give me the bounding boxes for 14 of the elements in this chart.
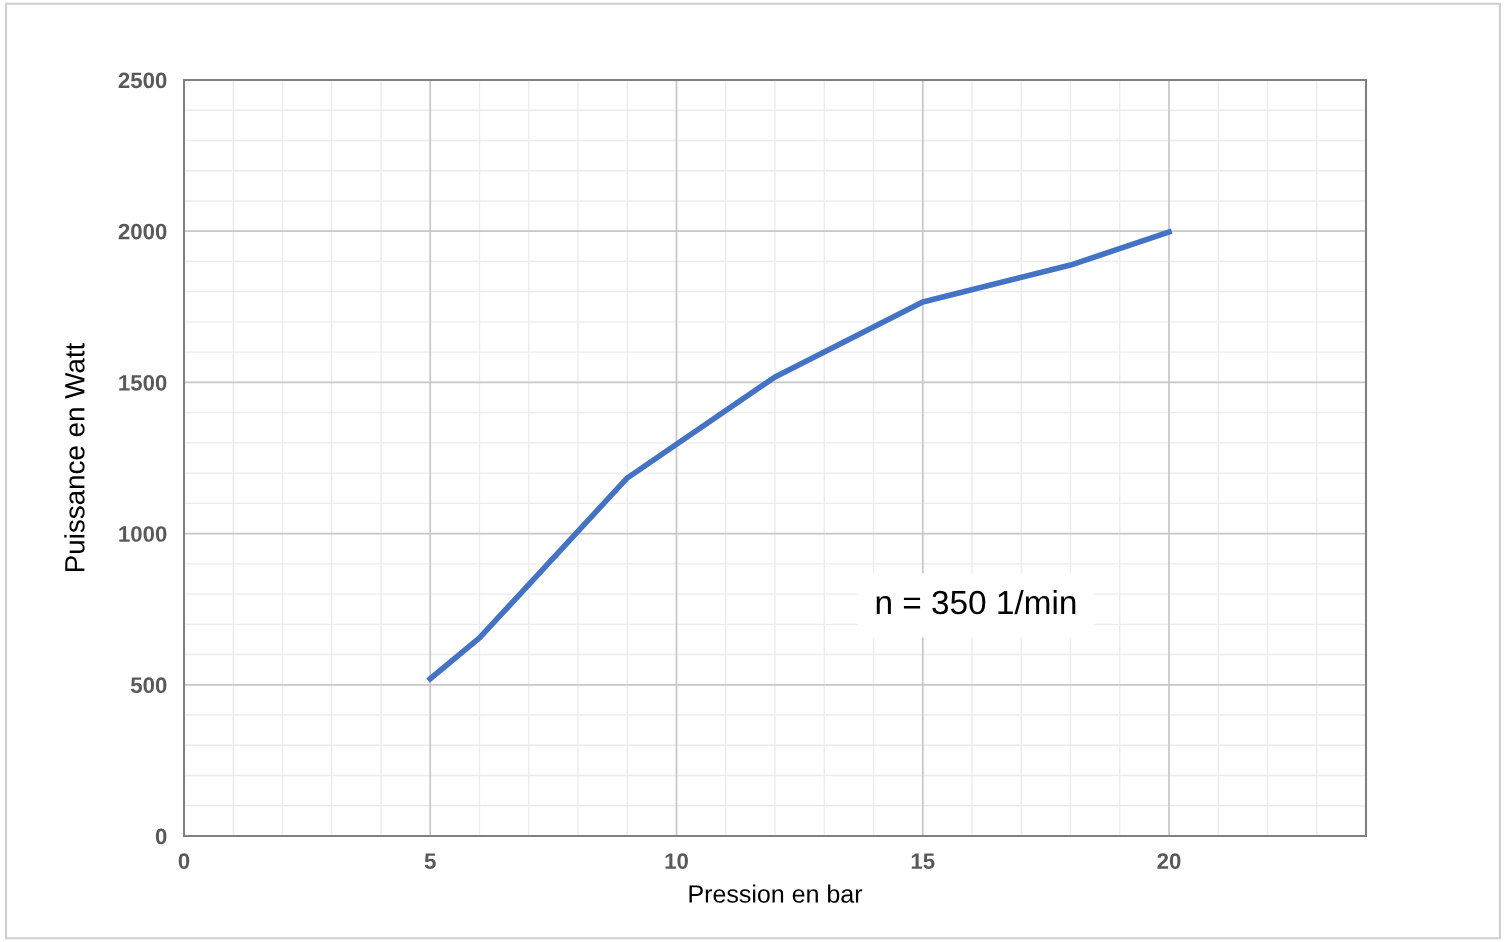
x-tick-label: 15 (911, 853, 935, 869)
y-tick-label: 1500 (119, 374, 167, 391)
y-tick-label: 2000 (118, 223, 167, 240)
x-tick-label: 5 (424, 853, 436, 869)
y-tick-label: 0 (155, 828, 167, 845)
y-tick-label: 2500 (118, 72, 167, 89)
x-tick-label: 20 (1157, 853, 1181, 869)
annotation: n = 350 1/min (876, 589, 1076, 615)
y-tick-label: 1000 (119, 526, 167, 542)
y-tick-label: 500 (130, 677, 167, 694)
y-axis-title: Puissance en Watt (64, 342, 85, 571)
x-tick-label: 10 (665, 853, 688, 869)
x-tick-label: 0 (178, 853, 190, 869)
x-axis-title: Pression en bar (689, 884, 863, 903)
